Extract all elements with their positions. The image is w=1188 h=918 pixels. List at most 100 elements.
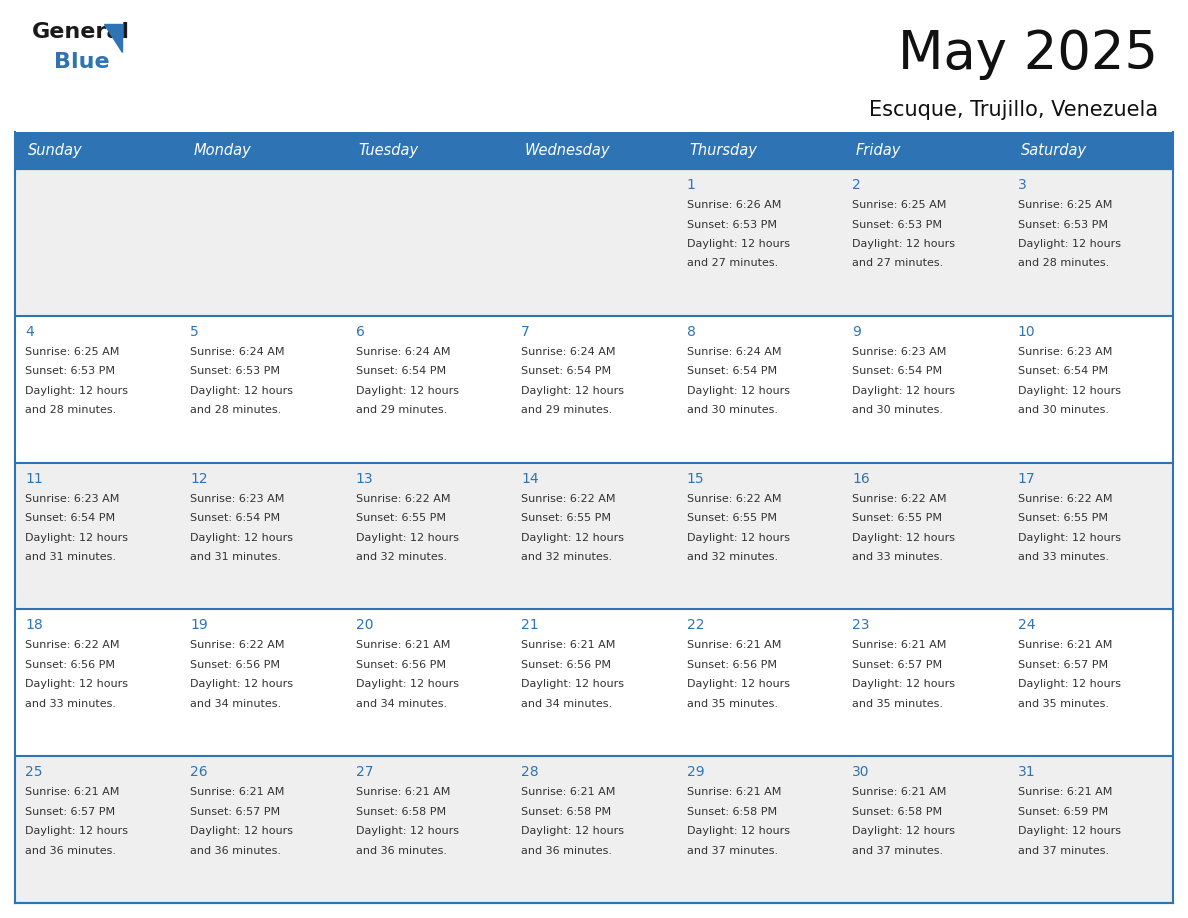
Text: Sunset: 6:58 PM: Sunset: 6:58 PM: [687, 807, 777, 817]
Text: 18: 18: [25, 619, 43, 633]
Text: 24: 24: [1018, 619, 1035, 633]
Text: 13: 13: [356, 472, 373, 486]
Text: 2: 2: [852, 178, 861, 192]
Text: 8: 8: [687, 325, 696, 339]
Text: 14: 14: [522, 472, 539, 486]
Bar: [15, 610, 1173, 756]
Text: and 36 minutes.: and 36 minutes.: [190, 845, 282, 856]
Text: 15: 15: [687, 472, 704, 486]
Text: Sunrise: 6:21 AM: Sunrise: 6:21 AM: [356, 641, 450, 650]
Bar: [15, 169, 1173, 316]
Text: 11: 11: [25, 472, 43, 486]
Text: Sunrise: 6:25 AM: Sunrise: 6:25 AM: [1018, 200, 1112, 210]
Text: Daylight: 12 hours: Daylight: 12 hours: [1018, 826, 1120, 836]
Text: 28: 28: [522, 766, 539, 779]
Text: and 29 minutes.: and 29 minutes.: [522, 406, 613, 415]
Text: Sunset: 6:55 PM: Sunset: 6:55 PM: [1018, 513, 1107, 523]
Text: Sunrise: 6:21 AM: Sunrise: 6:21 AM: [687, 641, 781, 650]
Text: Sunrise: 6:23 AM: Sunrise: 6:23 AM: [1018, 347, 1112, 357]
Text: Sunset: 6:55 PM: Sunset: 6:55 PM: [522, 513, 612, 523]
Text: and 36 minutes.: and 36 minutes.: [522, 845, 612, 856]
Text: Sunset: 6:56 PM: Sunset: 6:56 PM: [25, 660, 115, 670]
Text: Sunrise: 6:21 AM: Sunrise: 6:21 AM: [852, 788, 947, 797]
Bar: [15, 132, 181, 169]
Text: Daylight: 12 hours: Daylight: 12 hours: [25, 532, 128, 543]
Polygon shape: [105, 24, 122, 52]
Text: Sunrise: 6:21 AM: Sunrise: 6:21 AM: [1018, 788, 1112, 797]
Text: 7: 7: [522, 325, 530, 339]
Text: May 2025: May 2025: [898, 28, 1158, 80]
Text: Sunset: 6:54 PM: Sunset: 6:54 PM: [25, 513, 115, 523]
Text: and 33 minutes.: and 33 minutes.: [852, 552, 943, 562]
Text: Sunrise: 6:22 AM: Sunrise: 6:22 AM: [356, 494, 450, 504]
Text: 30: 30: [852, 766, 870, 779]
Text: Sunset: 6:58 PM: Sunset: 6:58 PM: [522, 807, 612, 817]
Text: Sunrise: 6:22 AM: Sunrise: 6:22 AM: [687, 494, 782, 504]
Text: Daylight: 12 hours: Daylight: 12 hours: [25, 826, 128, 836]
Text: 23: 23: [852, 619, 870, 633]
Text: Sunset: 6:55 PM: Sunset: 6:55 PM: [356, 513, 446, 523]
Text: Daylight: 12 hours: Daylight: 12 hours: [356, 532, 459, 543]
Text: Sunset: 6:53 PM: Sunset: 6:53 PM: [1018, 219, 1107, 230]
Bar: [1007, 132, 1173, 169]
Text: Daylight: 12 hours: Daylight: 12 hours: [1018, 386, 1120, 396]
Text: and 36 minutes.: and 36 minutes.: [356, 845, 447, 856]
Text: 12: 12: [190, 472, 208, 486]
Text: Daylight: 12 hours: Daylight: 12 hours: [522, 386, 624, 396]
Text: and 29 minutes.: and 29 minutes.: [356, 406, 447, 415]
Text: Sunrise: 6:25 AM: Sunrise: 6:25 AM: [25, 347, 119, 357]
Text: General: General: [32, 22, 129, 42]
Text: Sunset: 6:58 PM: Sunset: 6:58 PM: [852, 807, 942, 817]
Text: Daylight: 12 hours: Daylight: 12 hours: [852, 386, 955, 396]
Text: Sunrise: 6:22 AM: Sunrise: 6:22 AM: [190, 641, 285, 650]
Text: 9: 9: [852, 325, 861, 339]
Text: and 35 minutes.: and 35 minutes.: [852, 699, 943, 709]
Text: Sunrise: 6:23 AM: Sunrise: 6:23 AM: [852, 347, 947, 357]
Text: and 31 minutes.: and 31 minutes.: [25, 552, 116, 562]
Bar: [15, 756, 1173, 903]
Text: 3: 3: [1018, 178, 1026, 192]
Text: Sunset: 6:54 PM: Sunset: 6:54 PM: [852, 366, 942, 376]
Text: 22: 22: [687, 619, 704, 633]
Text: and 33 minutes.: and 33 minutes.: [25, 699, 116, 709]
Text: Sunrise: 6:24 AM: Sunrise: 6:24 AM: [190, 347, 285, 357]
Text: Sunrise: 6:24 AM: Sunrise: 6:24 AM: [687, 347, 782, 357]
Bar: [677, 132, 842, 169]
Text: 19: 19: [190, 619, 208, 633]
Text: Daylight: 12 hours: Daylight: 12 hours: [687, 679, 790, 689]
Text: Sunrise: 6:21 AM: Sunrise: 6:21 AM: [852, 641, 947, 650]
Bar: [15, 316, 1173, 463]
Text: Daylight: 12 hours: Daylight: 12 hours: [852, 532, 955, 543]
Text: Daylight: 12 hours: Daylight: 12 hours: [687, 826, 790, 836]
Text: and 27 minutes.: and 27 minutes.: [687, 259, 778, 268]
Text: Sunset: 6:54 PM: Sunset: 6:54 PM: [1018, 366, 1107, 376]
Text: Sunrise: 6:23 AM: Sunrise: 6:23 AM: [25, 494, 119, 504]
Text: and 34 minutes.: and 34 minutes.: [190, 699, 282, 709]
Text: and 32 minutes.: and 32 minutes.: [687, 552, 778, 562]
Text: Daylight: 12 hours: Daylight: 12 hours: [1018, 679, 1120, 689]
Text: 26: 26: [190, 766, 208, 779]
Text: and 30 minutes.: and 30 minutes.: [687, 406, 778, 415]
Text: 17: 17: [1018, 472, 1035, 486]
Text: and 34 minutes.: and 34 minutes.: [356, 699, 447, 709]
Text: Sunset: 6:55 PM: Sunset: 6:55 PM: [852, 513, 942, 523]
Text: Sunset: 6:56 PM: Sunset: 6:56 PM: [190, 660, 280, 670]
Text: Sunset: 6:56 PM: Sunset: 6:56 PM: [356, 660, 446, 670]
Text: 4: 4: [25, 325, 33, 339]
Text: and 28 minutes.: and 28 minutes.: [1018, 259, 1108, 268]
Text: 21: 21: [522, 619, 539, 633]
Text: Sunset: 6:54 PM: Sunset: 6:54 PM: [356, 366, 446, 376]
Text: Sunset: 6:54 PM: Sunset: 6:54 PM: [522, 366, 612, 376]
Text: Sunrise: 6:22 AM: Sunrise: 6:22 AM: [1018, 494, 1112, 504]
Text: Daylight: 12 hours: Daylight: 12 hours: [687, 239, 790, 249]
Text: and 35 minutes.: and 35 minutes.: [687, 699, 778, 709]
Text: Daylight: 12 hours: Daylight: 12 hours: [687, 532, 790, 543]
Text: Daylight: 12 hours: Daylight: 12 hours: [1018, 532, 1120, 543]
Text: and 33 minutes.: and 33 minutes.: [1018, 552, 1108, 562]
Text: 16: 16: [852, 472, 870, 486]
Text: Sunrise: 6:25 AM: Sunrise: 6:25 AM: [852, 200, 947, 210]
Bar: [511, 132, 677, 169]
Text: Saturday: Saturday: [1020, 143, 1087, 158]
Text: Daylight: 12 hours: Daylight: 12 hours: [1018, 239, 1120, 249]
Bar: [15, 463, 1173, 610]
